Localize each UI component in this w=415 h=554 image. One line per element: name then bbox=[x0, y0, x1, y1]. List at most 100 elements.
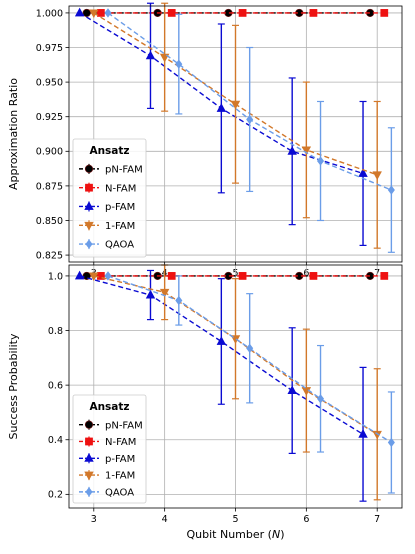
legend-label: pN-FAM bbox=[105, 164, 143, 175]
data-point bbox=[358, 429, 368, 438]
legend-marker bbox=[85, 487, 93, 497]
legend-item-1-fam: 1-FAM bbox=[79, 470, 135, 482]
y-tick-label: 1.0 bbox=[48, 271, 63, 282]
data-point bbox=[316, 156, 325, 166]
legend-label: QAOA bbox=[105, 240, 134, 251]
data-point bbox=[230, 100, 241, 110]
series-p-fam bbox=[74, 269, 368, 502]
data-point bbox=[372, 171, 382, 181]
top-panel: 345670.8250.8500.8750.9000.9250.9500.975… bbox=[7, 2, 403, 279]
y-tick-label: 0.875 bbox=[36, 181, 63, 192]
legend-item-n-fam: N-FAM bbox=[79, 182, 136, 194]
bottom-series bbox=[74, 264, 395, 502]
y-tick-label: 0.850 bbox=[36, 216, 63, 227]
legend-item-p-fam: p-FAM bbox=[79, 453, 135, 465]
top-series bbox=[74, 2, 395, 253]
data-point bbox=[104, 271, 112, 281]
data-point bbox=[216, 336, 227, 345]
legend-marker bbox=[85, 183, 93, 192]
top-ylabel: Approximation Ratio bbox=[7, 78, 20, 190]
data-point bbox=[287, 146, 297, 155]
data-point bbox=[309, 9, 318, 17]
data-point bbox=[159, 288, 170, 298]
data-point bbox=[380, 272, 389, 280]
bottom-panel: 3 4 5 6 7 0.2 0.4 0.6 0.8 1.0 Success Probability… bbox=[7, 264, 403, 541]
legend-marker bbox=[84, 420, 94, 429]
data-point bbox=[145, 50, 156, 60]
legend-label: 1-FAM bbox=[105, 471, 135, 482]
legend-item-p-fam: p-FAM bbox=[79, 201, 135, 213]
data-point bbox=[216, 103, 227, 112]
legend-marker bbox=[84, 471, 94, 481]
legend-marker bbox=[84, 201, 94, 210]
data-point bbox=[387, 437, 395, 448]
x-tick-label: 6 bbox=[303, 514, 309, 525]
series-n-fam bbox=[97, 272, 389, 280]
legend-label: 1-FAM bbox=[105, 221, 135, 232]
y-tick-label: 0.6 bbox=[48, 381, 63, 392]
data-point bbox=[175, 295, 183, 306]
x-tick-label: 3 bbox=[91, 514, 97, 525]
legend-marker bbox=[85, 239, 93, 249]
bottom-xlabel: Qubit Number (N) bbox=[187, 528, 285, 541]
y-tick-label: 0.4 bbox=[48, 435, 63, 446]
x-tick-label: 4 bbox=[162, 514, 168, 525]
data-point bbox=[358, 168, 368, 177]
data-point bbox=[372, 430, 382, 440]
legend-marker bbox=[84, 164, 94, 173]
data-point bbox=[89, 9, 99, 19]
data-point bbox=[287, 385, 297, 395]
legend-item-pn-fam: pN-FAM bbox=[79, 163, 143, 175]
legend-marker bbox=[85, 437, 93, 446]
y-tick-label: 0.825 bbox=[36, 250, 63, 261]
legend-item-qaoa: QAOA bbox=[79, 239, 134, 251]
data-point bbox=[238, 9, 247, 17]
bottom-ticks: 3 4 5 6 7 0.2 0.4 0.6 0.8 1.0 bbox=[48, 271, 380, 525]
legend-item-qaoa: QAOA bbox=[79, 486, 134, 498]
data-point bbox=[167, 272, 176, 280]
bottom-legend-title: Ansatz bbox=[89, 401, 129, 413]
data-point bbox=[387, 185, 395, 195]
y-tick-label: 0.8 bbox=[48, 326, 63, 337]
y-tick-label: 0.950 bbox=[36, 78, 63, 89]
legend-label: N-FAM bbox=[105, 437, 136, 448]
data-point bbox=[145, 289, 156, 299]
y-tick-label: 0.900 bbox=[36, 147, 63, 158]
top-legend: Ansatz pN-FAM N-FAM p-FAM 1-FAM QAOA bbox=[72, 138, 147, 258]
legend-item-n-fam: N-FAM bbox=[79, 436, 136, 448]
y-tick-label: 0.925 bbox=[36, 112, 63, 123]
legend-label: pN-FAM bbox=[105, 420, 143, 431]
data-point bbox=[74, 7, 85, 17]
data-point bbox=[316, 394, 325, 404]
data-point bbox=[74, 270, 85, 280]
series-pn-fam bbox=[82, 271, 375, 281]
legend-label: p-FAM bbox=[105, 454, 135, 465]
bottom-legend: Ansatz pN-FAM N-FAM p-FAM 1-FAM QAOA bbox=[72, 394, 147, 504]
data-point bbox=[309, 272, 318, 280]
series-qaoa bbox=[104, 8, 395, 253]
data-point bbox=[246, 114, 254, 125]
series-line bbox=[79, 275, 364, 435]
data-point bbox=[167, 9, 176, 17]
series-qaoa bbox=[104, 271, 395, 494]
x-tick-label: 7 bbox=[374, 514, 380, 525]
legend-item-1-fam: 1-FAM bbox=[79, 220, 135, 232]
legend-marker bbox=[84, 453, 94, 462]
data-point bbox=[175, 59, 183, 69]
data-point bbox=[97, 9, 105, 17]
top-legend-title: Ansatz bbox=[89, 145, 129, 157]
x-tick-label: 5 bbox=[232, 514, 238, 525]
y-tick-label: 1.000 bbox=[36, 8, 63, 19]
legend-item-pn-fam: pN-FAM bbox=[79, 419, 143, 431]
data-point bbox=[238, 272, 247, 280]
data-point bbox=[246, 343, 254, 353]
legend-label: N-FAM bbox=[105, 183, 136, 194]
data-point bbox=[104, 8, 112, 18]
series-p-fam bbox=[74, 2, 368, 246]
series-n-fam bbox=[97, 9, 389, 17]
y-tick-label: 0.2 bbox=[48, 490, 63, 501]
legend-label: QAOA bbox=[105, 487, 134, 498]
legend-marker bbox=[84, 221, 94, 231]
data-point bbox=[380, 9, 389, 17]
